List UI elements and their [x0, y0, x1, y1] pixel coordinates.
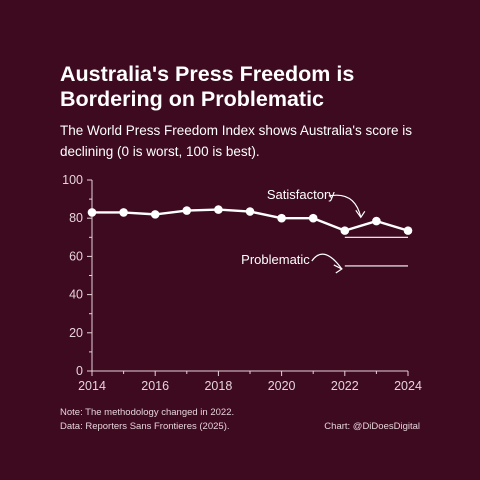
- data-point: [214, 205, 223, 214]
- data-point: [182, 206, 192, 215]
- axes-layer: 0 20 40 60 80 100 2014 2016 2018 2020 2022 2024: [62, 173, 422, 393]
- data-point: [87, 208, 97, 217]
- problematic-arrowhead: [333, 264, 343, 274]
- satisfactory-arrowhead: [355, 209, 366, 219]
- chart-subtitle-line-2: declining (0 is worst, 100 is best).: [60, 144, 260, 159]
- x-tick-label: 2022: [331, 379, 359, 393]
- x-tick-label: 2018: [204, 379, 232, 393]
- series-layer: [87, 205, 413, 235]
- footer-notes: Note: The methodology changed in 2022. D…: [60, 406, 234, 434]
- data-point: [308, 213, 318, 223]
- y-tick-label: 0: [76, 364, 83, 378]
- credit-note: Chart: @DiDoesDigital: [324, 421, 420, 432]
- y-tick-label: 20: [69, 326, 83, 340]
- data-point: [245, 207, 255, 216]
- methodology-note: Note: The methodology changed in 2022.: [60, 407, 235, 418]
- data-point: [277, 213, 286, 223]
- y-tick-label: 100: [62, 173, 83, 187]
- problematic-label: Problematic: [241, 252, 310, 267]
- y-tick-label: 40: [69, 288, 83, 302]
- x-tick-label: 2024: [394, 379, 422, 393]
- footer-credit: Chart: @DiDoesDigital: [324, 420, 420, 434]
- chart-title-line-2: Bordering on Problematic: [60, 87, 325, 111]
- threshold-layer: Satisfactory Problematic: [241, 187, 408, 274]
- chart-title-line-1: Australia's Press Freedom is: [60, 62, 355, 86]
- satisfactory-arrow: [328, 194, 362, 218]
- data-point: [340, 226, 350, 235]
- chart-subtitle-line-1: The World Press Freedom Index shows Aust…: [60, 123, 412, 138]
- y-tick-label: 60: [69, 249, 83, 263]
- data-point: [372, 216, 381, 226]
- data-point: [403, 226, 413, 235]
- y-tick-label: 80: [69, 211, 83, 225]
- source-note: Data: Reporters Sans Frontieres (2025).: [60, 421, 230, 432]
- data-point: [119, 208, 128, 217]
- problematic-arrow: [311, 253, 343, 270]
- x-tick-label: 2014: [78, 379, 106, 393]
- chart-title: Australia's Press Freedom is Bordering o…: [60, 62, 440, 112]
- chart-subtitle: The World Press Freedom Index shows Aust…: [60, 120, 440, 162]
- x-tick-label: 2016: [141, 379, 169, 393]
- x-tick-label: 2020: [268, 379, 296, 393]
- satisfactory-label: Satisfactory: [267, 187, 335, 202]
- data-point: [150, 210, 160, 219]
